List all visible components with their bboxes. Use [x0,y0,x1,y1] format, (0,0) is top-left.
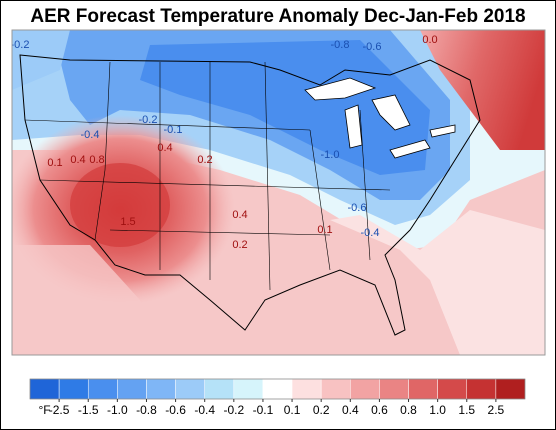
title: AER Forecast Temperature Anomaly Dec-Jan… [30,6,525,27]
contour-label: -0.4 [81,129,100,141]
colorbar-swatch [87,378,118,400]
colorbar-swatch [117,378,147,400]
contour-label: 0.4 [232,209,247,221]
contour-label: 0.0 [422,34,437,46]
contour-label: -0.1 [164,124,183,136]
contour-label: -0.4 [361,227,380,239]
colorbar-tick-label: -0.1 [253,403,274,417]
colorbar-swatch [320,378,351,400]
contour-label: 1.5 [120,216,135,228]
us-outline [19,54,481,336]
colorbar-tick-label: -0.2 [223,403,244,417]
colorbar-tick-label: -1.5 [78,403,99,417]
contour-label: -0.8 [331,39,350,51]
southeast-mild [330,210,545,355]
colorbar-tick-label: 1.0 [429,403,446,417]
colorbar-swatch [233,378,264,400]
contour-label: -0.2 [11,39,30,51]
contour-label: 0.2 [197,154,212,166]
colorbar-border [29,378,526,400]
colorbar-tick-label: 0.6 [371,403,388,417]
colorbar-swatch [350,378,380,400]
contour-label: 0.4 [70,154,85,166]
colorbar-tick-label: -0.4 [194,403,215,417]
colorbar-tick-label: -2.5 [49,403,70,417]
northwest-cool [12,30,70,90]
colorbar-unit: °F [38,403,50,417]
colorbar-tick-label: -1.0 [107,403,128,417]
map-border [11,29,546,356]
map: 0.1 0.4 0.8 1.5 0.2 0.4 0.2 -0.1 -0.2 -0.4 -0.6 -0.… [11,30,545,355]
contour-label: 0.2 [232,239,247,251]
colorbar-swatch [146,378,176,400]
contour-label: -0.2 [139,114,158,126]
colorbar-swatch [262,378,293,400]
colorbar-swatch [437,378,468,400]
colorbar-tick-label: -0.6 [165,403,186,417]
colorbar-swatch [58,378,89,400]
colorbar-tick-label: 1.5 [458,403,475,417]
colorbar: °F-2.5 -1.5 -1.0 -0.8 -0.6 -0.4 -0.2 -0.1 0.1 0.2… [29,378,526,417]
colorbar-swatch [408,378,438,400]
colorbar-swatch [175,378,205,400]
colorbar-tick-label: 0.1 [284,403,301,417]
contour-label: -0.6 [348,202,367,214]
colorbar-tick-label: 0.8 [400,403,417,417]
colorbar-tick-label: 0.2 [313,403,330,417]
contour-label: -0.6 [363,41,382,53]
colorbar-swatch [466,378,497,400]
great-lakes [304,77,456,159]
colorbar-swatch [495,378,526,400]
contour-label: -1.0 [321,149,340,161]
colorbar-tick-label: -0.8 [136,403,157,417]
colorbar-swatch [291,378,322,400]
contour-label: 0.1 [47,157,62,169]
pacific-mild [12,245,160,355]
northeast-warm [420,30,545,150]
contour-label: 0.8 [89,154,104,166]
contour-label: 0.1 [317,224,332,236]
colorbar-swatch [29,378,60,400]
contour-labels: 0.1 0.4 0.8 1.5 0.2 0.4 0.2 -0.1 -0.2 -0.4 -0.6 -0.… [11,34,438,251]
southwest-core [70,163,170,247]
contour-label: 0.4 [157,142,172,154]
colorbar-swatch [204,378,235,400]
colorbar-swatch [379,378,409,400]
state-lines [24,61,391,291]
colorbar-tick-label: 2.5 [488,403,505,417]
colorbar-tick-label: 0.4 [342,403,359,417]
